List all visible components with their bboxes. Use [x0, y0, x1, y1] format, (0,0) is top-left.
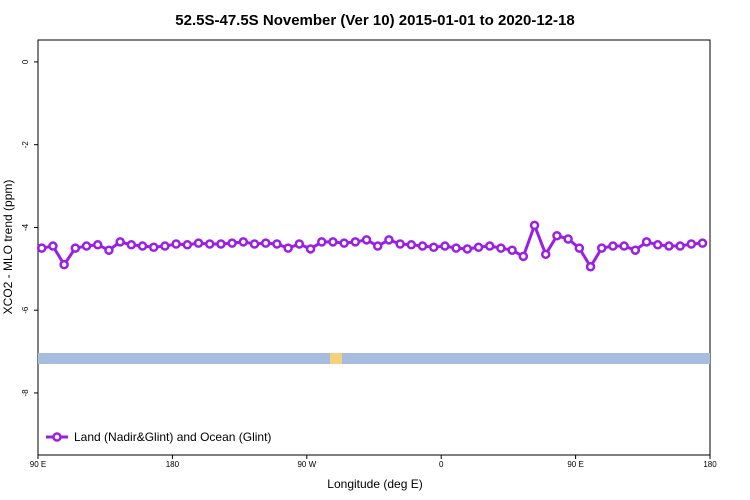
- data-point: [440, 241, 450, 251]
- data-point: [137, 241, 148, 251]
- data-point: [652, 240, 663, 250]
- data-point: [272, 239, 282, 249]
- data-point: [171, 239, 181, 249]
- x-tick-label: 90 W: [297, 460, 316, 469]
- y-tick-label: 0: [21, 59, 30, 64]
- data-point: [283, 243, 293, 253]
- data-point: [552, 230, 562, 241]
- data-point: [48, 241, 58, 251]
- data-point: [81, 241, 92, 251]
- x-tick-label: 180: [703, 460, 717, 469]
- data-point: [160, 241, 170, 251]
- x-axis-label: Longitude (deg E): [327, 477, 422, 491]
- chart-title: 52.5S-47.5S November (Ver 10) 2015-01-01…: [175, 12, 574, 29]
- data-point: [182, 240, 193, 250]
- data-point: [92, 240, 103, 250]
- y-tick-label: -2: [21, 141, 30, 149]
- legend-label: Land (Nadir&Glint) and Ocean (Glint): [74, 430, 271, 444]
- x-tick-label: 0: [439, 460, 444, 469]
- data-point: [193, 238, 204, 248]
- data-point: [148, 242, 159, 253]
- data-point: [417, 241, 428, 251]
- x-tick-label: 90 E: [30, 460, 46, 469]
- data-point: [372, 241, 383, 251]
- data-point: [585, 261, 596, 272]
- data-point: [249, 239, 260, 249]
- legend-marker: [52, 432, 62, 442]
- data-point: [350, 237, 361, 247]
- data-point: [473, 242, 484, 253]
- data-point: [697, 238, 708, 248]
- data-point: [395, 239, 405, 249]
- ocean-band: [38, 353, 710, 364]
- data-point: [518, 251, 529, 262]
- data-point: [216, 239, 226, 249]
- data-point: [641, 237, 652, 247]
- data-point: [126, 240, 137, 250]
- land-patch: [330, 353, 342, 364]
- y-tick-label: -4: [21, 223, 30, 231]
- data-point: [507, 245, 517, 255]
- data-point: [70, 243, 81, 253]
- data-point: [104, 245, 114, 255]
- data-point: [36, 243, 47, 253]
- data-point: [596, 243, 607, 253]
- data-point: [328, 237, 338, 247]
- data-point: [227, 238, 237, 248]
- data-point: [540, 249, 551, 260]
- data-point: [406, 240, 417, 250]
- data-point: [451, 243, 461, 253]
- data-point: [563, 234, 573, 244]
- data-point: [529, 220, 540, 231]
- data-point: [238, 237, 249, 247]
- y-tick-label: -6: [21, 306, 30, 314]
- y-axis-label: XCO2 - MLO trend (ppm): [1, 180, 15, 315]
- surface-band: [38, 353, 710, 364]
- data-point: [361, 235, 372, 245]
- data-point: [316, 237, 327, 247]
- x-tick-label: 90 E: [567, 460, 583, 469]
- data-point: [305, 244, 316, 254]
- data-point: [686, 239, 697, 249]
- data-point: [339, 238, 349, 248]
- data-point: [115, 237, 125, 247]
- data-point: [462, 244, 473, 254]
- data-point: [630, 245, 641, 255]
- data-point: [484, 241, 495, 251]
- data-point: [428, 242, 439, 253]
- data-point: [294, 239, 305, 249]
- data-point: [496, 243, 506, 253]
- data-point: [664, 241, 674, 251]
- x-tick-label: 180: [166, 460, 180, 469]
- data-point: [260, 238, 271, 248]
- data-point: [204, 239, 215, 249]
- data-point: [675, 241, 685, 251]
- data-point: [384, 235, 394, 245]
- data-point: [619, 241, 629, 251]
- data-point: [608, 241, 618, 251]
- data-point: [59, 259, 69, 270]
- data-point: [574, 243, 585, 253]
- y-tick-label: -8: [21, 389, 30, 397]
